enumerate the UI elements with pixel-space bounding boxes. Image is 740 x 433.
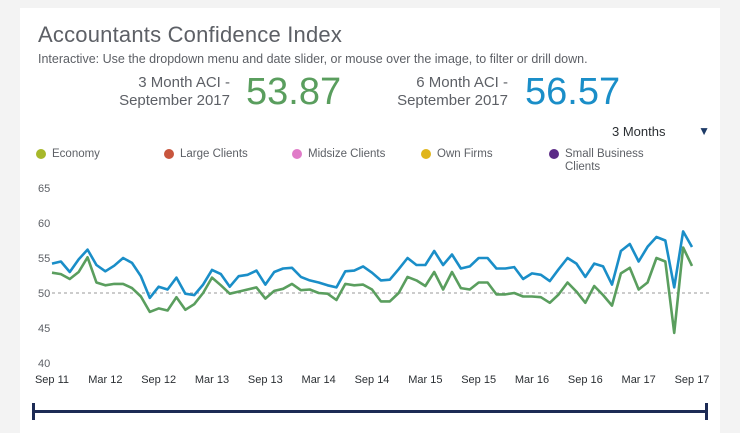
y-tick-label: 45 [38, 323, 50, 335]
legend-dot-economy [36, 149, 46, 159]
legend-dot-small-business-clients [549, 149, 559, 159]
x-tick-label: Mar 14 [302, 374, 336, 386]
kpi-6-month-label: 6 Month ACI - September 2017 [397, 74, 508, 109]
x-tick-label: Mar 13 [195, 374, 229, 386]
date-slider-start-handle[interactable] [32, 403, 35, 420]
period-dropdown[interactable]: 3 Months ▼ [590, 123, 720, 143]
y-tick-label: 55 [38, 253, 50, 265]
x-tick-label: Sep 15 [461, 374, 496, 386]
x-tick-label: Mar 15 [408, 374, 442, 386]
y-tick-label: 50 [38, 288, 50, 300]
kpi-3-month-label: 3 Month ACI - September 2017 [119, 74, 230, 109]
series-line-6-month-aci[interactable] [51, 230, 694, 300]
aci-line-chart[interactable]: 40 45 50 55 60 65 Sep 11 Mar 12 Sep 12 Mar 13 Sep… [20, 180, 720, 390]
legend-dot-own-firms [421, 149, 431, 159]
date-slider-end-handle[interactable] [705, 403, 708, 420]
y-tick-label: 40 [38, 358, 50, 370]
kpi-3-month-value: 53.87 [246, 71, 342, 113]
date-slider-track[interactable] [32, 410, 708, 413]
y-tick-label: 65 [38, 183, 50, 195]
x-tick-label: Sep 14 [355, 374, 390, 386]
period-dropdown-value: 3 Months [612, 124, 666, 139]
x-tick-label: Mar 12 [88, 374, 122, 386]
legend-dot-large-clients [164, 149, 174, 159]
x-tick-label: Sep 11 [35, 374, 69, 386]
x-tick-label: Sep 16 [568, 374, 603, 386]
x-tick-label: Sep 17 [675, 374, 710, 386]
dashboard-card: Accountants Confidence Index Interactive… [20, 8, 720, 433]
page-title: Accountants Confidence Index [38, 22, 343, 47]
series-line-3-month-aci[interactable] [51, 246, 694, 335]
chevron-down-icon[interactable]: ▼ [698, 124, 710, 138]
legend-dot-midsize-clients [292, 149, 302, 159]
page-subtitle: Interactive: Use the dropdown menu and d… [38, 52, 588, 66]
x-tick-label: Mar 17 [622, 374, 656, 386]
x-tick-label: Sep 12 [141, 374, 176, 386]
x-tick-label: Mar 16 [515, 374, 549, 386]
x-tick-label: Sep 13 [248, 374, 283, 386]
kpi-6-month-value: 56.57 [525, 71, 621, 113]
y-tick-label: 60 [38, 218, 50, 230]
